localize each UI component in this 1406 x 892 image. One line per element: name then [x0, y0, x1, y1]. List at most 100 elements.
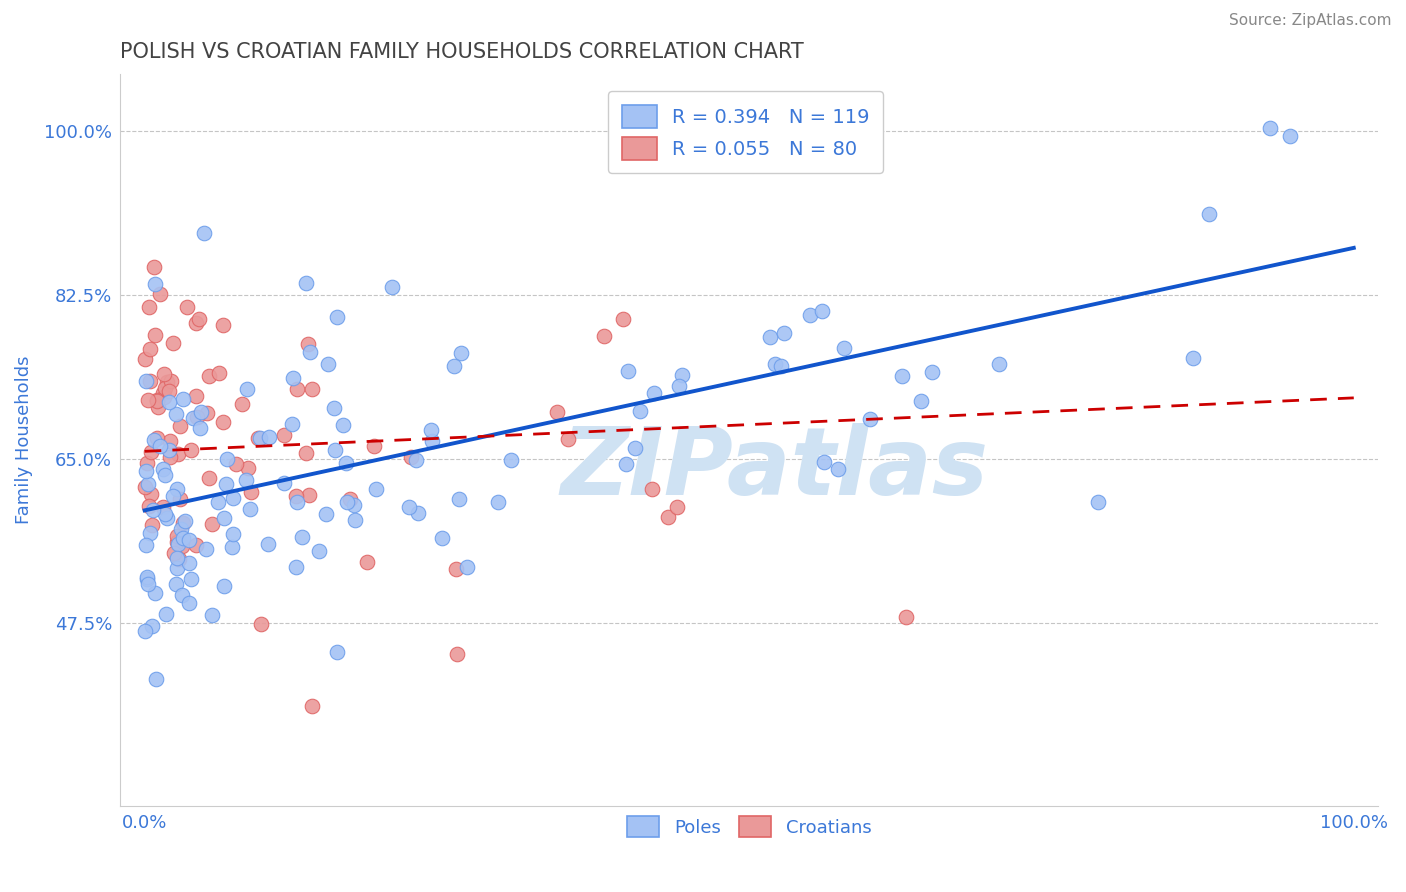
Point: [186, 410, 208, 425]
Point: [336, 495, 359, 509]
Point: [153, 390, 176, 404]
Point: [316, 357, 339, 371]
Point: [136, 456, 159, 470]
Point: [159, 434, 181, 449]
Point: [172, 516, 194, 530]
Point: [173, 514, 195, 528]
Point: [499, 453, 522, 467]
Point: [152, 500, 174, 515]
Point: [179, 556, 201, 570]
Point: [612, 312, 634, 326]
Point: [614, 457, 637, 471]
Point: [298, 488, 321, 502]
Point: [212, 318, 235, 333]
Point: [222, 526, 245, 541]
Point: [207, 494, 229, 508]
Point: [657, 510, 679, 524]
Point: [343, 499, 366, 513]
Point: [988, 357, 1011, 371]
Point: [149, 439, 172, 453]
Point: [214, 511, 236, 525]
Point: [138, 300, 160, 314]
Point: [281, 417, 304, 432]
Point: [165, 577, 187, 591]
Point: [152, 462, 174, 476]
Point: [170, 539, 193, 553]
Point: [921, 365, 943, 379]
Point: [166, 447, 188, 461]
Point: [1278, 129, 1301, 144]
Point: [344, 513, 367, 527]
Point: [186, 316, 208, 330]
Point: [155, 607, 177, 621]
Point: [799, 308, 821, 322]
Point: [406, 506, 429, 520]
Point: [363, 439, 385, 453]
Point: [136, 476, 159, 491]
Point: [834, 341, 856, 355]
Point: [326, 310, 349, 324]
Point: [284, 489, 307, 503]
Point: [323, 442, 346, 457]
Point: [827, 462, 849, 476]
Point: [315, 508, 337, 522]
Point: [166, 529, 188, 543]
Point: [142, 260, 165, 274]
Point: [285, 559, 308, 574]
Point: [291, 530, 314, 544]
Point: [240, 484, 263, 499]
Point: [813, 455, 835, 469]
Point: [308, 543, 330, 558]
Point: [1182, 351, 1205, 365]
Point: [149, 286, 172, 301]
Point: [194, 542, 217, 557]
Point: [456, 559, 478, 574]
Point: [446, 647, 468, 661]
Point: [910, 394, 932, 409]
Point: [155, 468, 177, 483]
Point: [891, 368, 914, 383]
Point: [249, 431, 271, 445]
Point: [156, 511, 179, 525]
Point: [250, 617, 273, 632]
Point: [1260, 121, 1282, 136]
Point: [163, 546, 186, 560]
Point: [135, 570, 157, 584]
Point: [180, 443, 202, 458]
Point: [301, 698, 323, 713]
Point: [295, 276, 318, 290]
Point: [184, 389, 207, 403]
Point: [246, 431, 269, 445]
Point: [143, 277, 166, 292]
Point: [430, 531, 453, 545]
Point: [201, 608, 224, 623]
Point: [420, 434, 443, 449]
Point: [399, 450, 422, 464]
Text: Source: ZipAtlas.com: Source: ZipAtlas.com: [1229, 13, 1392, 29]
Point: [170, 523, 193, 537]
Point: [139, 343, 162, 357]
Point: [398, 500, 420, 514]
Point: [134, 374, 156, 388]
Point: [143, 327, 166, 342]
Point: [225, 457, 247, 471]
Point: [444, 562, 467, 576]
Point: [231, 397, 253, 411]
Point: [211, 415, 233, 429]
Point: [643, 386, 665, 401]
Point: [184, 538, 207, 552]
Point: [668, 378, 690, 392]
Point: [325, 645, 347, 659]
Point: [141, 517, 163, 532]
Text: POLISH VS CROATIAN FAMILY HOUSEHOLDS CORRELATION CHART: POLISH VS CROATIAN FAMILY HOUSEHOLDS COR…: [121, 42, 804, 62]
Point: [198, 369, 221, 384]
Point: [273, 476, 295, 491]
Point: [221, 540, 243, 554]
Point: [215, 477, 238, 491]
Point: [139, 445, 162, 459]
Point: [236, 461, 259, 475]
Point: [297, 337, 319, 351]
Point: [294, 446, 316, 460]
Legend: Poles, Croatians: Poles, Croatians: [620, 809, 879, 844]
Point: [172, 392, 194, 406]
